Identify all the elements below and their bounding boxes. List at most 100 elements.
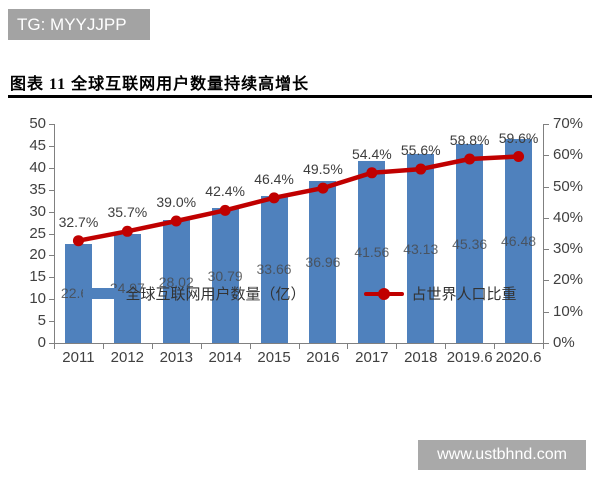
y-axis-left-tick <box>49 233 54 235</box>
chart-legend: 全球互联网用户数量（亿） 占世界人口比重 <box>0 283 600 304</box>
legend-label-line: 占世界人口比重 <box>411 287 517 303</box>
bar <box>309 181 337 343</box>
y-axis-left-tick-label: 15 <box>29 268 46 286</box>
x-axis-category-label: 2017 <box>355 349 389 366</box>
line-value-label: 49.5% <box>303 161 343 178</box>
y-axis-left-tick <box>49 189 54 191</box>
y-axis-left-tick <box>49 343 54 344</box>
y-axis-right-tick-label: 20% <box>553 271 584 289</box>
line-value-label: 39.0% <box>156 193 197 210</box>
y-axis-right-tick <box>544 186 549 188</box>
line-point-marker <box>464 153 476 165</box>
legend-item-line: 占世界人口比重 <box>363 283 517 304</box>
y-axis-right-line <box>543 124 544 343</box>
line-point-marker <box>366 167 378 179</box>
line-value-label: 54.4% <box>351 145 392 162</box>
x-axis-category-label: 2011 <box>62 349 95 366</box>
watermark-bottom: www.ustbhnd.com <box>418 440 586 470</box>
bar <box>260 195 288 343</box>
x-axis-tick <box>151 344 153 349</box>
y-axis-left-tick <box>49 211 54 213</box>
y-axis-left-tick-label: 50 <box>29 115 46 132</box>
bar <box>407 154 435 343</box>
x-axis-category-label: 2013 <box>159 349 193 366</box>
y-axis-right-tick <box>544 217 549 219</box>
x-axis-category-label: 2016 <box>306 349 340 366</box>
bar-value-label: 28.02 <box>158 273 194 290</box>
bar-value-label: 46.48 <box>501 233 537 250</box>
bar <box>113 233 141 343</box>
x-axis-category-label: 2012 <box>110 349 145 366</box>
y-axis-left-tick-label: 5 <box>37 312 46 330</box>
line-point-marker <box>513 151 525 163</box>
watermark-top: TG: MYYJJPP <box>8 9 150 40</box>
x-axis-tick <box>54 344 55 349</box>
x-axis-category-label: 2019.6 <box>446 349 493 366</box>
y-axis-left-tick-label: 20 <box>29 246 46 264</box>
bar-value-label: 41.56 <box>354 243 390 260</box>
bar-value-label: 45.36 <box>452 235 488 252</box>
title-underline <box>8 95 592 98</box>
y-axis-right-tick-label: 60% <box>553 146 584 164</box>
y-axis-right-tick <box>544 249 549 251</box>
line-point-marker <box>121 225 133 237</box>
bar-value-label: 33.66 <box>256 261 292 278</box>
y-axis-left-line <box>54 124 55 343</box>
y-axis-right-tick-label: 40% <box>553 208 584 226</box>
bar-value-label: 36.96 <box>305 254 341 271</box>
line-value-label: 42.4% <box>205 183 245 200</box>
x-axis-category-label: 2015 <box>257 349 291 366</box>
bar-value-label: 24.97 <box>109 280 145 297</box>
y-axis-right-tick <box>544 280 549 282</box>
y-axis-right-tick-label: 0% <box>553 334 575 351</box>
x-axis-tick <box>396 344 398 349</box>
line-point-marker <box>219 204 231 216</box>
y-axis-left-tick <box>49 124 54 125</box>
y-axis-left-tick-label: 35 <box>29 180 46 198</box>
line-marker-swatch-icon <box>363 287 404 300</box>
y-axis-left-tick <box>49 255 54 257</box>
x-axis-tick <box>543 344 544 349</box>
y-axis-right-tick-label: 50% <box>553 177 584 195</box>
y-axis-right-tick <box>544 155 549 157</box>
y-axis-left-tick-label: 0 <box>37 334 46 351</box>
line-path <box>77 154 519 243</box>
y-axis-right-tick <box>544 124 549 125</box>
x-axis-tick <box>102 344 104 349</box>
y-axis-left-tick <box>49 277 54 279</box>
line-point-marker <box>170 215 182 227</box>
bar <box>358 160 386 343</box>
x-axis-line <box>54 343 544 344</box>
y-axis-right-tick-label: 10% <box>553 302 584 320</box>
x-axis-tick <box>347 344 349 349</box>
y-axis-left-tick-label: 40 <box>29 158 46 176</box>
bar-value-label: 30.79 <box>207 267 243 284</box>
line-value-label: 58.8% <box>449 132 490 149</box>
legend-item-bars: 全球互联网用户数量（亿） <box>83 283 306 304</box>
y-axis-left-tick-label: 10 <box>29 290 46 308</box>
x-axis-category-label: 2014 <box>208 349 242 366</box>
y-axis-right-tick-label: 70% <box>553 115 584 132</box>
x-axis-tick <box>298 344 300 349</box>
x-axis-category-label: 2020.6 <box>495 349 542 366</box>
line-point-marker <box>72 235 84 247</box>
x-axis-category-label: 2018 <box>404 349 438 366</box>
bar-value-label: 43.13 <box>403 240 439 257</box>
line-value-label: 32.7% <box>58 213 99 230</box>
y-axis-right-tick-label: 30% <box>553 240 584 258</box>
x-axis-tick <box>445 344 447 349</box>
line-value-label: 59.6% <box>498 129 539 146</box>
watermark-top-text: TG: MYYJJPP <box>17 14 127 34</box>
line-value-label: 46.4% <box>254 170 294 187</box>
bar <box>505 139 533 343</box>
x-axis-tick <box>249 344 251 349</box>
y-axis-right-tick <box>544 343 549 344</box>
bar <box>211 208 239 343</box>
y-axis-left-tick <box>49 321 54 323</box>
bar <box>162 220 190 343</box>
x-axis-tick <box>200 344 202 349</box>
line-point-marker <box>317 182 329 194</box>
y-axis-left-tick <box>49 299 54 301</box>
line-series <box>72 151 525 247</box>
